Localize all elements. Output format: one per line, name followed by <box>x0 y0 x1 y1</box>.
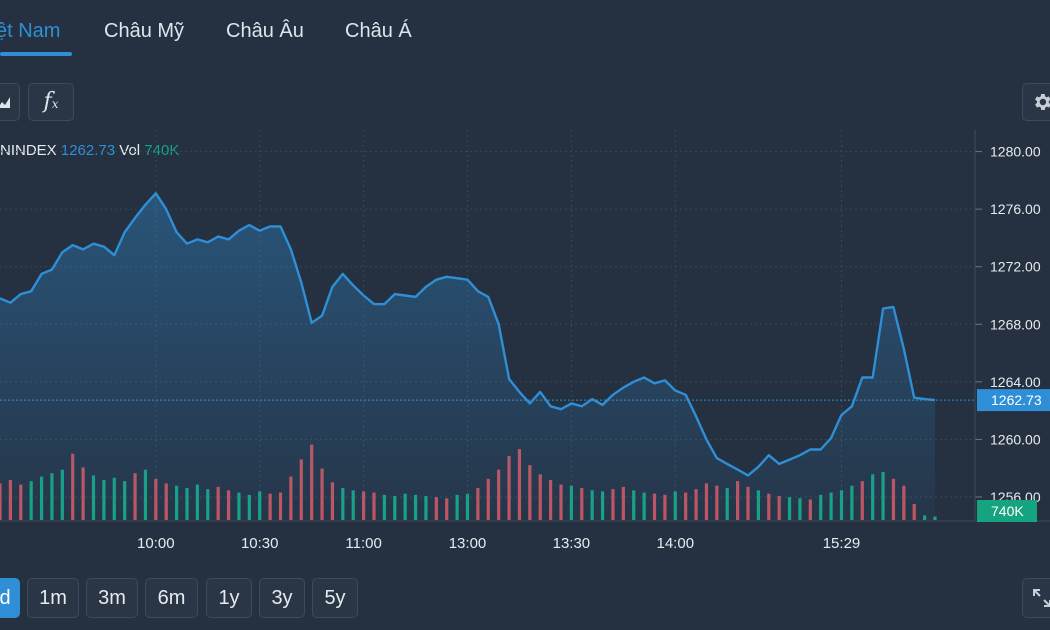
range-5y-button[interactable]: 5y <box>312 578 358 618</box>
settings-button[interactable] <box>1022 83 1050 121</box>
market-tabs: ệt Nam Châu Mỹ Châu Âu Châu Á <box>0 0 1050 62</box>
price-line <box>0 192 936 477</box>
x-tick-label: 13:30 <box>553 535 591 552</box>
x-tick-label: 10:00 <box>137 535 175 552</box>
y-tick-label: 1260.00 <box>990 431 1041 447</box>
last-price-badge <box>977 389 1050 412</box>
range-1y-button[interactable]: 1y <box>206 578 252 618</box>
last-volume-badge <box>977 500 1037 522</box>
tab-viet-nam[interactable]: ệt Nam <box>0 20 61 42</box>
y-tick-label: 1276.00 <box>990 201 1041 217</box>
last-price-label: 1262.73 <box>991 392 1042 408</box>
tab-chau-a[interactable]: Châu Á <box>345 20 412 42</box>
y-tick-label: 1264.00 <box>990 374 1041 390</box>
legend-value: 1262.73 <box>60 142 116 159</box>
area-chart-icon <box>0 97 10 108</box>
y-tick-label: 1272.00 <box>990 259 1041 275</box>
range-1d-button[interactable]: d <box>0 578 20 618</box>
last-volume-label: 740K <box>991 503 1024 519</box>
x-tick-label: 13:00 <box>449 535 487 552</box>
gear-icon <box>1035 94 1050 110</box>
range-1m-button[interactable]: 1m <box>27 578 79 618</box>
range-3m-button[interactable]: 3m <box>86 578 138 618</box>
tab-chau-au[interactable]: Châu Âu <box>226 20 304 42</box>
x-tick-label: 10:30 <box>241 535 279 552</box>
tab-active-underline <box>0 52 72 56</box>
chart-legend: NINDEX 1262.73 Vol 740K <box>0 142 179 159</box>
range-3y-button[interactable]: 3y <box>259 578 305 618</box>
x-tick-label: 14:00 <box>657 535 695 552</box>
indicators-button[interactable]: fx <box>28 83 74 121</box>
x-tick-label: 11:00 <box>345 535 381 552</box>
range-6m-button[interactable]: 6m <box>145 578 198 618</box>
function-icon-label: f <box>43 89 52 114</box>
expand-icon <box>1033 589 1050 607</box>
x-tick-label: 15:29 <box>823 535 861 552</box>
legend-vol-label: Vol <box>119 142 141 159</box>
y-tick-label: 1268.00 <box>990 316 1041 332</box>
legend-symbol: NINDEX <box>0 142 57 159</box>
tab-chau-my[interactable]: Châu Mỹ <box>104 20 185 42</box>
area-fill <box>0 193 935 521</box>
y-tick-label: 1280.00 <box>990 144 1041 160</box>
function-icon: fx <box>43 89 59 114</box>
legend-vol-value: 740K <box>144 142 180 159</box>
fullscreen-button[interactable] <box>1022 578 1050 618</box>
chart-type-button[interactable] <box>0 83 20 121</box>
